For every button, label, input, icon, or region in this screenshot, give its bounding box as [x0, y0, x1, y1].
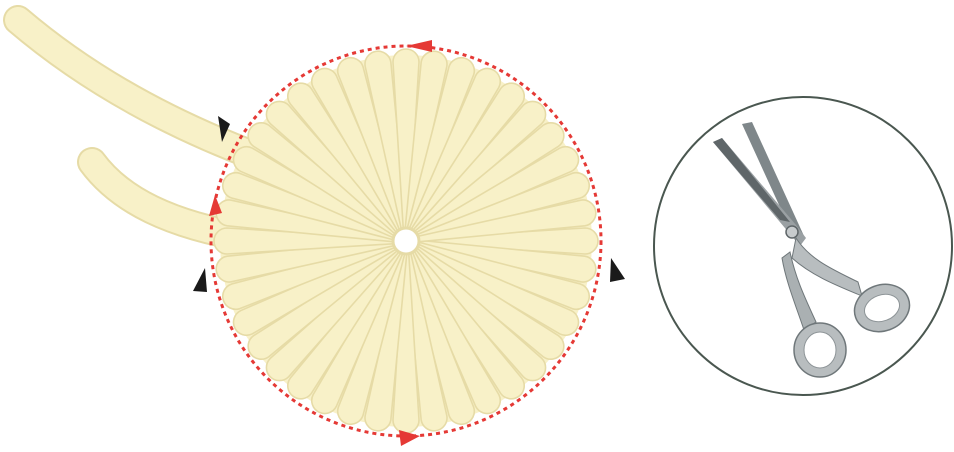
- rosette-petal: [232, 145, 408, 244]
- red-triangle-marker-top: [406, 40, 432, 52]
- rosette-petal: [265, 100, 409, 244]
- rosette-petal: [310, 67, 409, 243]
- black-triangle-marker-upper-left: [218, 116, 230, 142]
- rosette-petal: [403, 238, 565, 360]
- rosette-petal: [403, 50, 448, 243]
- rosette-petal: [287, 82, 409, 244]
- red-triangle-marker-bottom: [399, 430, 420, 446]
- rosette-petal: [403, 239, 448, 432]
- rosette-petal: [265, 238, 409, 382]
- rosette-petal: [404, 238, 590, 311]
- rosette-petal: [287, 238, 409, 400]
- rosette-petal: [215, 238, 408, 283]
- rosette-petal: [232, 238, 408, 337]
- coil-rosette: [213, 48, 599, 434]
- rosette-petal: [403, 57, 476, 243]
- red-triangle-marker-left: [209, 195, 222, 216]
- rosette-petal: [213, 227, 407, 255]
- rosette-petal: [222, 238, 408, 311]
- rosette-petal: [404, 238, 580, 337]
- center-hole: [391, 226, 421, 256]
- rosette-petal: [336, 239, 409, 425]
- rosette-petal: [336, 57, 409, 243]
- rosette-petal: [310, 239, 409, 415]
- rosette-petal: [403, 67, 502, 243]
- rosette-petal: [364, 50, 409, 243]
- rosette-petal: [404, 171, 590, 244]
- rosette-petal: [403, 239, 502, 415]
- rosette-petal: [405, 227, 599, 255]
- scissors-inset: [653, 96, 953, 396]
- black-triangle-marker-lower-left: [193, 268, 207, 292]
- rosette-petal: [392, 48, 420, 242]
- rosette-petal: [403, 238, 547, 382]
- rosette-petal: [404, 238, 597, 283]
- rosette-petal: [222, 171, 408, 244]
- black-triangle-marker-right: [610, 258, 625, 282]
- rosette-petal: [403, 238, 525, 400]
- rosette-petal: [403, 82, 525, 244]
- rosette-petal: [403, 100, 547, 244]
- rosette-petal: [247, 122, 409, 244]
- rosette-petal: [403, 122, 565, 244]
- rosette-petal: [404, 145, 580, 244]
- rosette-petal: [247, 238, 409, 360]
- scissors-icon: [713, 122, 911, 378]
- rosette-petal: [364, 239, 409, 432]
- rosette-petal: [403, 239, 476, 425]
- rosette-petal: [404, 199, 597, 244]
